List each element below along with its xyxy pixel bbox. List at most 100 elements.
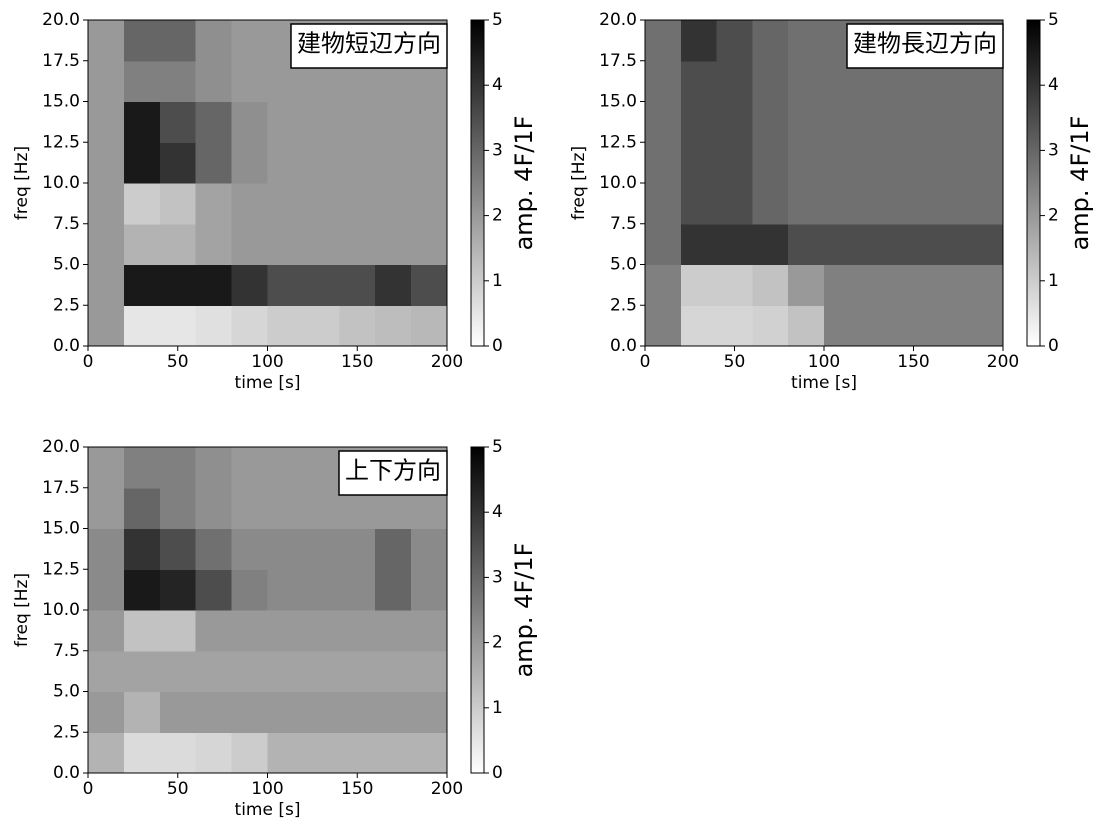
heatmap-cell [159,223,197,265]
x-axis-label: time [s] [235,373,301,393]
heatmap-cell [716,60,753,102]
heatmap-cell [231,223,268,265]
heatmap-cell [824,142,861,184]
heatmap-cell [231,569,268,611]
y-tick-label: 12.5 [42,559,80,579]
heatmap-cell [231,20,268,62]
x-tick-label: 50 [167,779,189,799]
heatmap-cell [231,487,268,529]
heatmap-cell [123,101,161,143]
x-tick-label: 0 [83,352,94,372]
colorbar-tick-label: 1 [1048,271,1059,291]
heatmap-cell [123,447,161,489]
heatmap-cell [752,305,789,347]
x-axis-label: time [s] [791,373,857,393]
y-tick-label: 7.5 [53,641,80,661]
heatmap-cell [159,142,197,184]
heatmap-cell [967,305,1004,347]
heatmap-cell [231,691,268,733]
heatmap-cell [88,569,125,611]
heatmap-cell [645,101,682,143]
heatmap-cell [303,183,340,225]
heatmap-cell [339,142,376,184]
heatmap-cell [339,264,376,306]
y-tick-label: 17.5 [42,478,80,498]
x-tick-label: 0 [640,352,651,372]
heatmap-cell [375,223,412,265]
x-tick-label: 150 [341,352,373,372]
x-tick-label: 100 [808,352,840,372]
y-tick-label: 2.5 [53,295,80,315]
heatmap-cell [645,305,682,347]
heatmap-cell [123,305,161,347]
x-tick-label: 50 [167,352,189,372]
x-tick-label: 150 [897,352,929,372]
heatmap-cell [411,305,448,347]
heatmap-cell [195,101,233,143]
heatmap-cell [716,305,753,347]
heatmap-cell [303,223,340,265]
heatmap-cell [716,20,753,62]
heatmap-cell [375,528,412,570]
heatmap-cell [231,264,268,306]
heatmap-cell [931,142,968,184]
heatmap-cell [967,142,1004,184]
heatmap-cell [303,528,340,570]
heatmap-cell [645,60,682,102]
heatmap-cell [931,264,968,306]
heatmap-cell [411,691,448,733]
heatmap-cell [303,264,340,306]
y-tick-label: 2.5 [53,722,80,742]
colorbar-tick-label: 3 [492,140,503,160]
colorbar-tick-label: 5 [492,10,503,30]
heatmap-cell [716,142,753,184]
heatmap-cell [123,528,161,570]
annotation: 建物長辺方向 [853,31,997,58]
heatmap-cell [411,528,448,570]
y-tick-label: 10.0 [42,173,80,193]
heatmap-cell [88,691,125,733]
heatmap-cell [680,223,718,265]
heatmap-cell [159,183,197,225]
heatmap-cell [788,264,825,306]
heatmap-cell [895,305,932,347]
heatmap-cell [931,183,968,225]
heatmap-cell [645,183,682,225]
colorbar-tick-label: 0 [1048,336,1059,356]
heatmap-cell [680,305,718,347]
colorbar-tick-label: 2 [492,206,503,226]
y-tick-label: 5.0 [610,255,637,275]
heatmap-cell [752,142,789,184]
heatmap-cell [231,528,268,570]
heatmap-cell [159,447,197,489]
heatmap-cell [123,60,161,102]
heatmap-cell [88,732,125,774]
heatmap-cell [680,142,718,184]
heatmap-cell [123,610,161,652]
heatmap-cell [859,305,897,347]
heatmap-cell [267,183,304,225]
colorbar-label: amp. 4F/1F [510,116,538,251]
heatmap-cell [267,142,304,184]
y-tick-label: 17.5 [42,51,80,71]
x-tick-label: 0 [83,779,94,799]
colorbar [1026,19,1041,347]
colorbar [470,19,485,347]
colorbar-tick-label: 1 [492,271,503,291]
heatmap-cell [680,264,718,306]
heatmap-cell [267,610,304,652]
heatmap-cell [859,223,897,265]
heatmap-cell [788,60,825,102]
heatmap-cell [375,305,412,347]
heatmap-cell [895,142,932,184]
heatmap-cell [411,569,448,611]
colorbar-tick-label: 2 [492,633,503,653]
y-tick-label: 5.0 [53,255,80,275]
heatmap-cell [645,20,682,62]
heatmap-cell [123,223,161,265]
y-tick-label: 20.0 [42,437,80,457]
heatmap-cell [195,183,233,225]
heatmap-cell [195,305,233,347]
y-tick-label: 0.0 [53,336,80,356]
colorbar-tick-label: 4 [1048,75,1059,95]
